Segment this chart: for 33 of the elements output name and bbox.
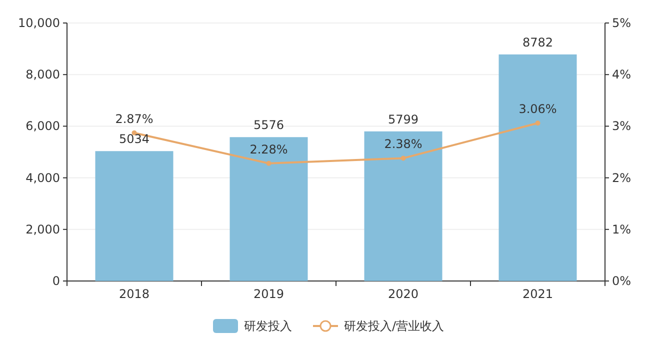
bar [498, 54, 577, 281]
y-tick-label: 4,000 [26, 170, 60, 185]
bar [230, 137, 308, 281]
y-tick-label: 8,000 [26, 68, 60, 82]
x-tick-label: 2020 [388, 287, 419, 301]
y-tick-label: 0 [52, 274, 60, 288]
y2-tick-label: 5% [612, 16, 632, 30]
data-label: 5799 [388, 112, 419, 126]
legend-label: 研发投入 [244, 319, 292, 333]
y2-tick-label: 3% [612, 119, 632, 134]
bar [364, 131, 442, 281]
point [535, 120, 540, 126]
point [400, 156, 406, 161]
y2-tick-label: 0% [612, 274, 632, 288]
y2-tick-label: 2% [612, 170, 632, 185]
data-label: 5034 [118, 132, 150, 146]
bar [95, 151, 174, 281]
x-tick-label: 2018 [118, 287, 150, 301]
data-label: 2.87% [115, 112, 154, 126]
data-label: 8782 [522, 35, 554, 50]
data-label: 2.28% [250, 142, 288, 156]
y-tick-label: 10,000 [18, 16, 60, 30]
y2-tick-label: 4% [612, 68, 632, 82]
x-tick-label: 2019 [253, 287, 284, 301]
legend-label: 研发投入/营业收入 [344, 319, 444, 333]
data-label: 5576 [253, 118, 284, 132]
y-tick-label: 6,000 [26, 119, 60, 134]
data-label: 2.38% [384, 137, 422, 152]
x-tick-label: 2021 [522, 287, 554, 301]
point [266, 160, 272, 166]
y-tick-label: 2,000 [26, 222, 60, 236]
data-label: 3.06% [518, 102, 557, 116]
y2-tick-label: 1% [612, 222, 632, 236]
